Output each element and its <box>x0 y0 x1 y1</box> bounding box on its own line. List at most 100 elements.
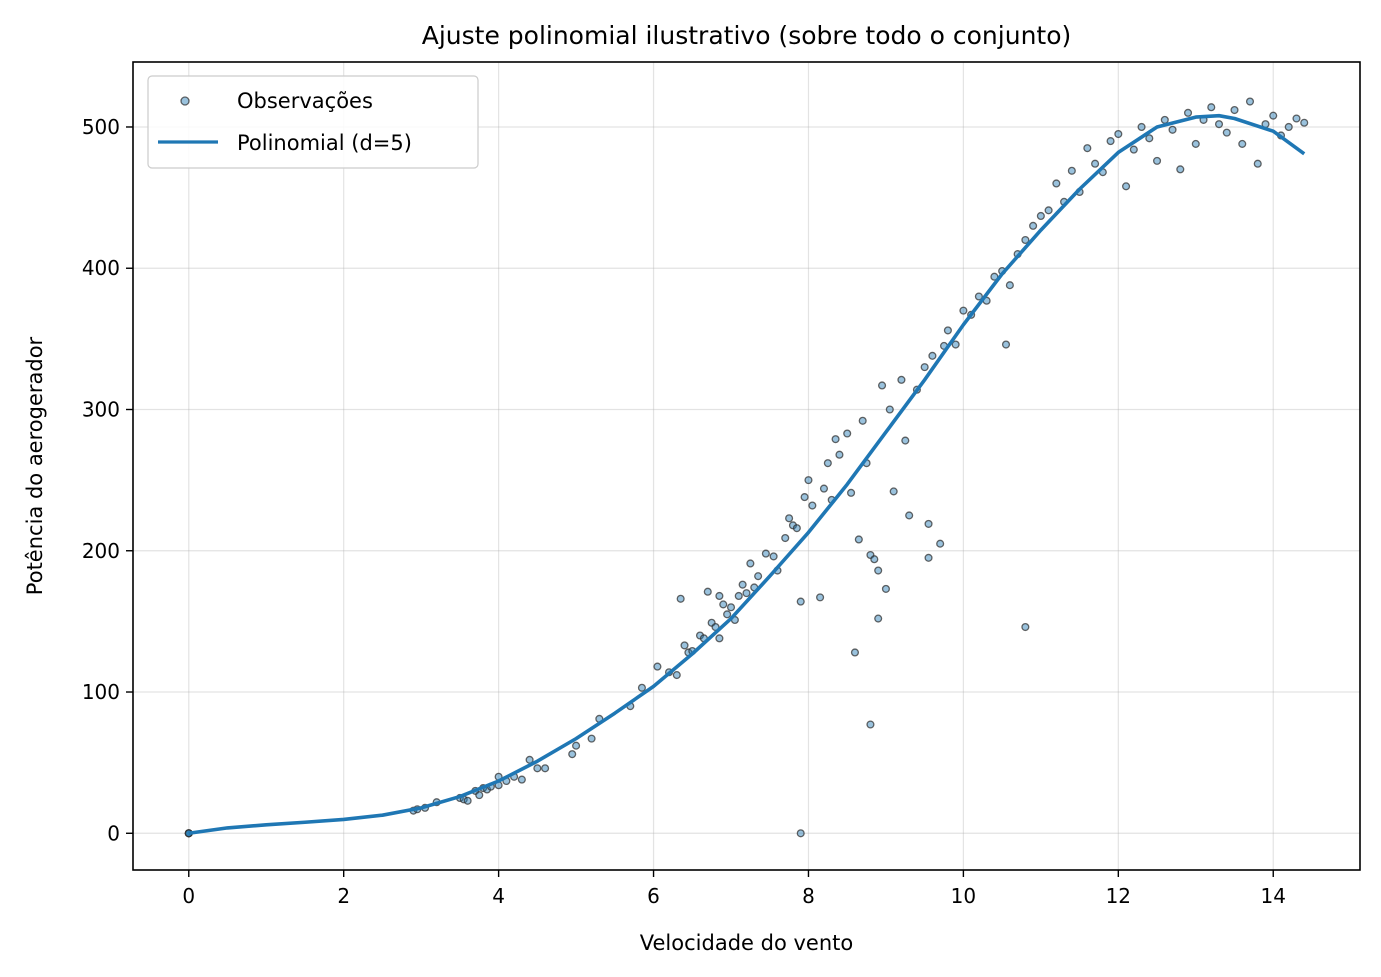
observation-point <box>800 493 809 502</box>
observation-point <box>1245 97 1255 106</box>
observation-point <box>843 429 852 438</box>
observation-point <box>715 591 724 601</box>
x-tick-label: 10 <box>951 884 976 908</box>
observation-point <box>1284 122 1293 132</box>
observation-point <box>1137 122 1146 132</box>
legend: Observações Polinomial (d=5) <box>147 75 479 169</box>
observation-point <box>1091 159 1100 168</box>
y-tick-label: 100 <box>82 680 120 704</box>
observation-point <box>1122 182 1131 191</box>
observation-point <box>858 416 867 425</box>
observation-point <box>1191 139 1200 148</box>
observation-point <box>897 375 906 384</box>
y-axis-title: Potência do aerogerador <box>23 336 47 595</box>
observation-point <box>1160 115 1169 124</box>
x-tick-label: 6 <box>647 884 660 908</box>
observation-point <box>816 593 825 602</box>
y-tick-label: 0 <box>107 821 120 845</box>
x-tick-label: 8 <box>802 884 815 908</box>
x-tick-label: 12 <box>1106 884 1131 908</box>
observation-point <box>959 306 968 315</box>
legend-box <box>147 75 479 169</box>
observation-point <box>1021 235 1030 245</box>
observation-point <box>928 351 937 360</box>
observation-point <box>517 775 526 784</box>
observation-point <box>1222 128 1231 137</box>
observation-point <box>796 829 805 838</box>
observation-point <box>881 584 890 593</box>
observation-point <box>1114 129 1123 139</box>
observation-point <box>804 476 813 485</box>
observation-point <box>796 597 805 606</box>
observation-point <box>854 535 863 544</box>
observation-point <box>1145 134 1154 143</box>
legend-label-fit-line: Polinomial (d=5) <box>237 131 412 155</box>
observation-point <box>901 436 910 445</box>
x-tick-label: 14 <box>1261 884 1286 908</box>
chart-title: Ajuste polinomial ilustrativo (sobre tod… <box>422 21 1072 50</box>
observation-point <box>761 549 770 558</box>
x-axis-title: Velocidade do vento <box>640 931 853 955</box>
observation-point <box>1021 622 1030 632</box>
observation-point <box>870 555 879 564</box>
observation-point <box>823 459 832 468</box>
observation-point <box>1153 156 1162 165</box>
observation-point <box>637 683 646 692</box>
observation-point <box>835 450 844 459</box>
observation-point <box>1106 137 1115 146</box>
observation-point <box>723 610 732 619</box>
x-tick-label: 2 <box>337 884 350 908</box>
grid-layer <box>133 62 1360 870</box>
observation-point <box>572 741 581 750</box>
observation-point <box>924 553 933 562</box>
observation-point <box>1168 125 1177 134</box>
observation-point <box>653 662 662 671</box>
polynomial-fit-line <box>188 113 1306 836</box>
observation-point <box>781 533 790 543</box>
observation-point <box>734 591 743 601</box>
observation-point <box>1083 144 1092 153</box>
observation-point <box>1230 105 1239 115</box>
observation-point <box>889 487 898 496</box>
observation-point <box>905 511 914 520</box>
observation-point <box>885 405 894 414</box>
observation-point <box>1005 281 1014 290</box>
legend-label-observations: Observações <box>237 89 373 113</box>
y-tick-label: 500 <box>82 115 120 139</box>
tick-layer: 0 2 4 6 8 10 12 14 0 100 200 300 400 500 <box>82 115 1286 908</box>
observation-point <box>924 519 933 528</box>
observation-point <box>1253 159 1262 168</box>
x-tick-label: 4 <box>492 884 505 908</box>
observation-point <box>1207 103 1216 112</box>
observation-point <box>703 587 712 596</box>
observation-point <box>1269 111 1278 120</box>
observation-point <box>1214 120 1224 129</box>
observation-point <box>672 671 681 680</box>
observation-point <box>1044 206 1053 215</box>
observation-point <box>920 363 929 372</box>
observation-point <box>792 524 801 533</box>
observation-point <box>951 340 960 349</box>
observation-point <box>1036 211 1045 221</box>
observation-point <box>746 559 755 568</box>
x-tick-label: 0 <box>182 884 195 908</box>
plot-frame <box>132 61 1361 871</box>
observation-point <box>850 648 859 657</box>
observation-point <box>1300 118 1309 127</box>
observation-point <box>1183 108 1193 117</box>
observation-point <box>769 552 778 561</box>
observation-point <box>943 326 952 335</box>
legend-marker-observations <box>180 96 190 106</box>
observation-point <box>541 764 550 773</box>
observation-point <box>1052 179 1061 188</box>
observation-point <box>587 734 596 743</box>
y-tick-label: 200 <box>82 539 120 563</box>
observation-point <box>742 589 751 598</box>
observation-point <box>1238 139 1247 148</box>
observation-point <box>715 634 724 643</box>
observation-point <box>866 720 875 729</box>
observation-point <box>533 764 542 773</box>
observation-point <box>738 580 747 589</box>
observation-point <box>974 292 983 301</box>
